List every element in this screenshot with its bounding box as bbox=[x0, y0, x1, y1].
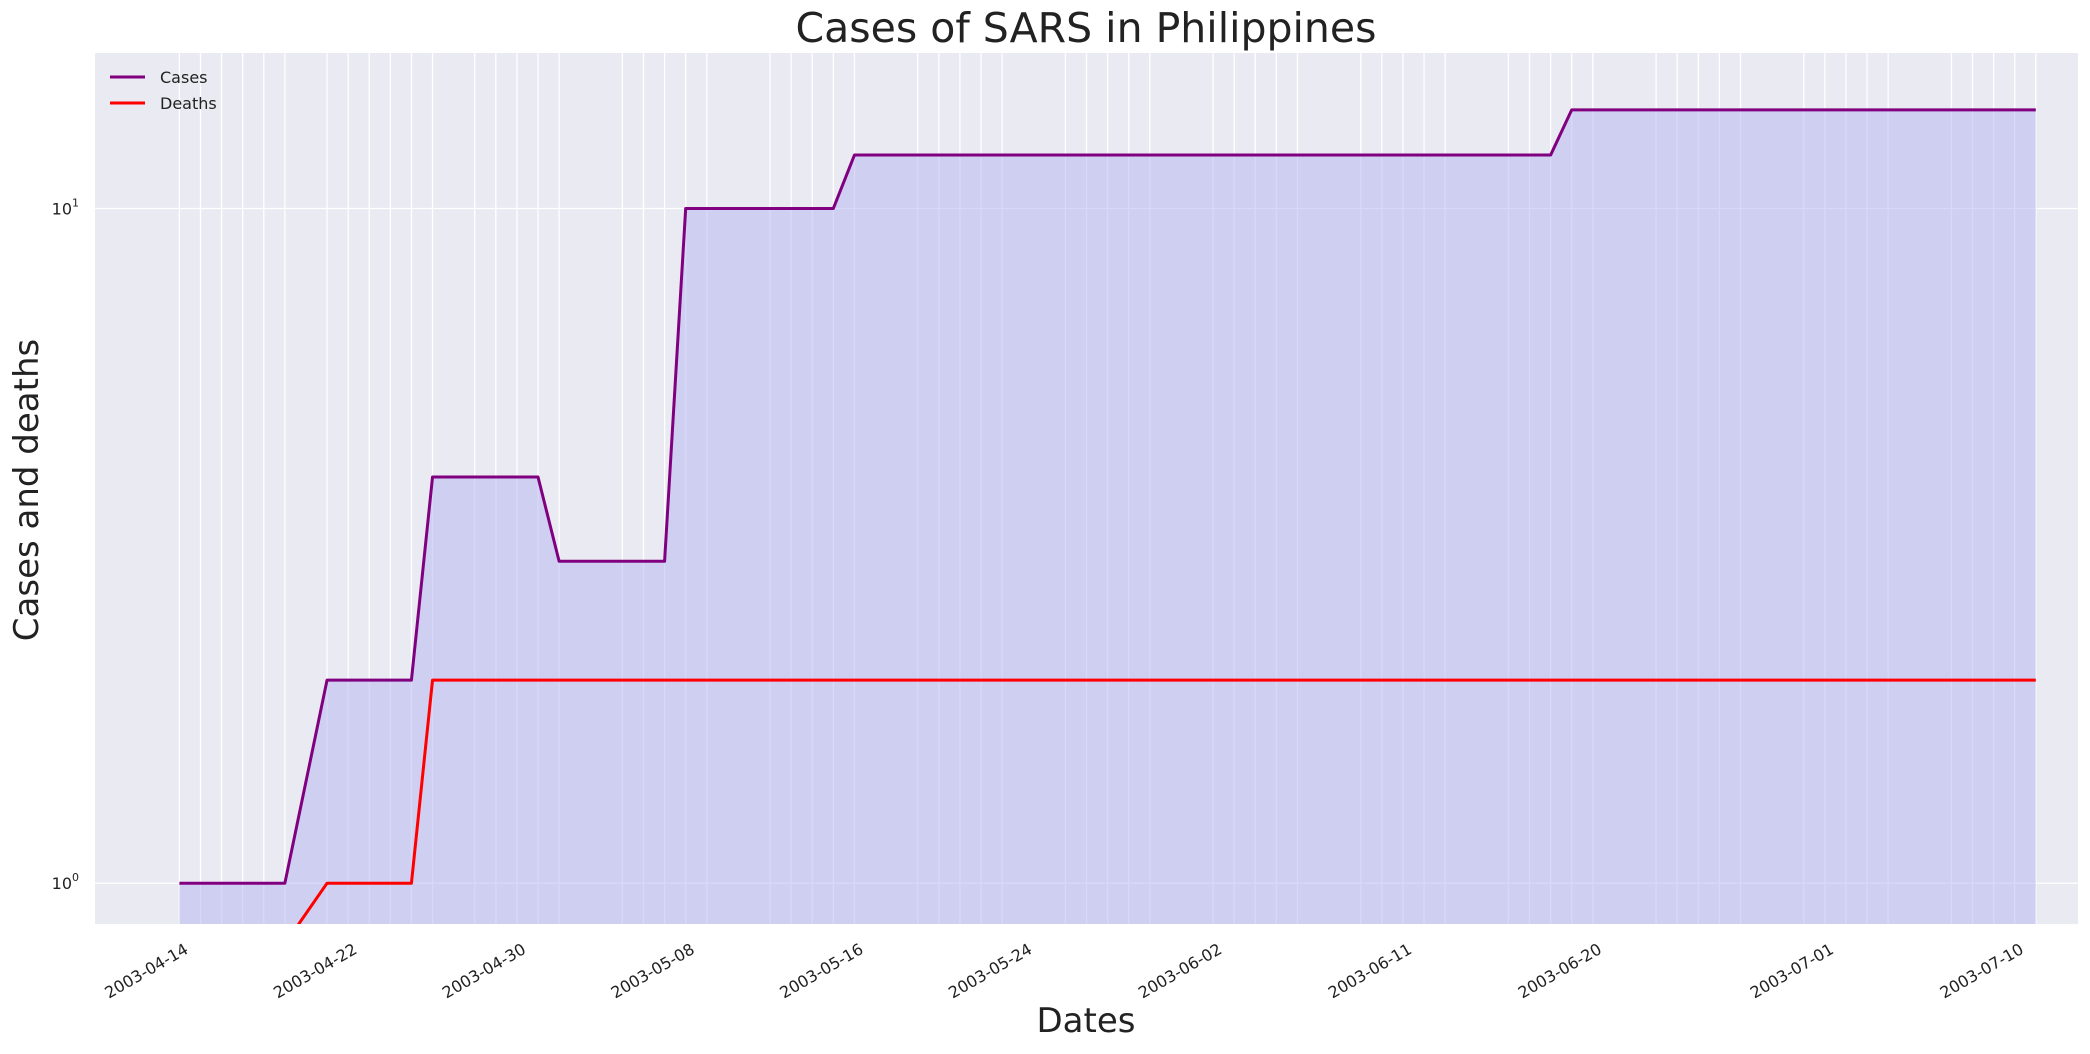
y-tick-label: 101 bbox=[52, 196, 79, 218]
x-tick-label: 2003-05-08 bbox=[608, 939, 698, 1002]
series-line-cases bbox=[179, 108, 2036, 885]
series-lines bbox=[179, 108, 2036, 924]
x-tick-label: 2003-06-20 bbox=[1515, 939, 1605, 1002]
x-tick-label: 2003-07-01 bbox=[1747, 939, 1837, 1002]
x-tick-label: 2003-04-14 bbox=[101, 939, 191, 1002]
x-tick-label: 2003-07-10 bbox=[1937, 939, 2027, 1002]
x-tick-label: 2003-06-11 bbox=[1325, 939, 1415, 1002]
legend-label-deaths: Deaths bbox=[160, 94, 217, 113]
y-tick-label: 100 bbox=[52, 871, 79, 893]
legend: Cases Deaths bbox=[110, 68, 217, 113]
x-axis-label: Dates bbox=[1037, 1001, 1136, 1041]
x-tick-label: 2003-06-02 bbox=[1135, 939, 1225, 1002]
x-tick-label: 2003-05-24 bbox=[945, 939, 1035, 1002]
chart-title: Cases of SARS in Philippines bbox=[796, 4, 1377, 52]
y-tick-labels: 100 101 bbox=[52, 196, 79, 893]
legend-label-cases: Cases bbox=[160, 68, 208, 87]
series-line-deaths bbox=[296, 678, 2036, 924]
x-tick-label: 2003-04-22 bbox=[270, 939, 360, 1002]
cases-area-fill bbox=[179, 109, 2036, 924]
x-tick-label: 2003-04-30 bbox=[439, 939, 529, 1002]
x-tick-label: 2003-05-16 bbox=[776, 939, 866, 1002]
y-axis-label: Cases and deaths bbox=[7, 339, 47, 641]
x-tick-labels: 2003-04-14 2003-04-22 2003-04-30 2003-05-08… bbox=[101, 939, 2026, 1002]
area-fill bbox=[179, 109, 2036, 924]
